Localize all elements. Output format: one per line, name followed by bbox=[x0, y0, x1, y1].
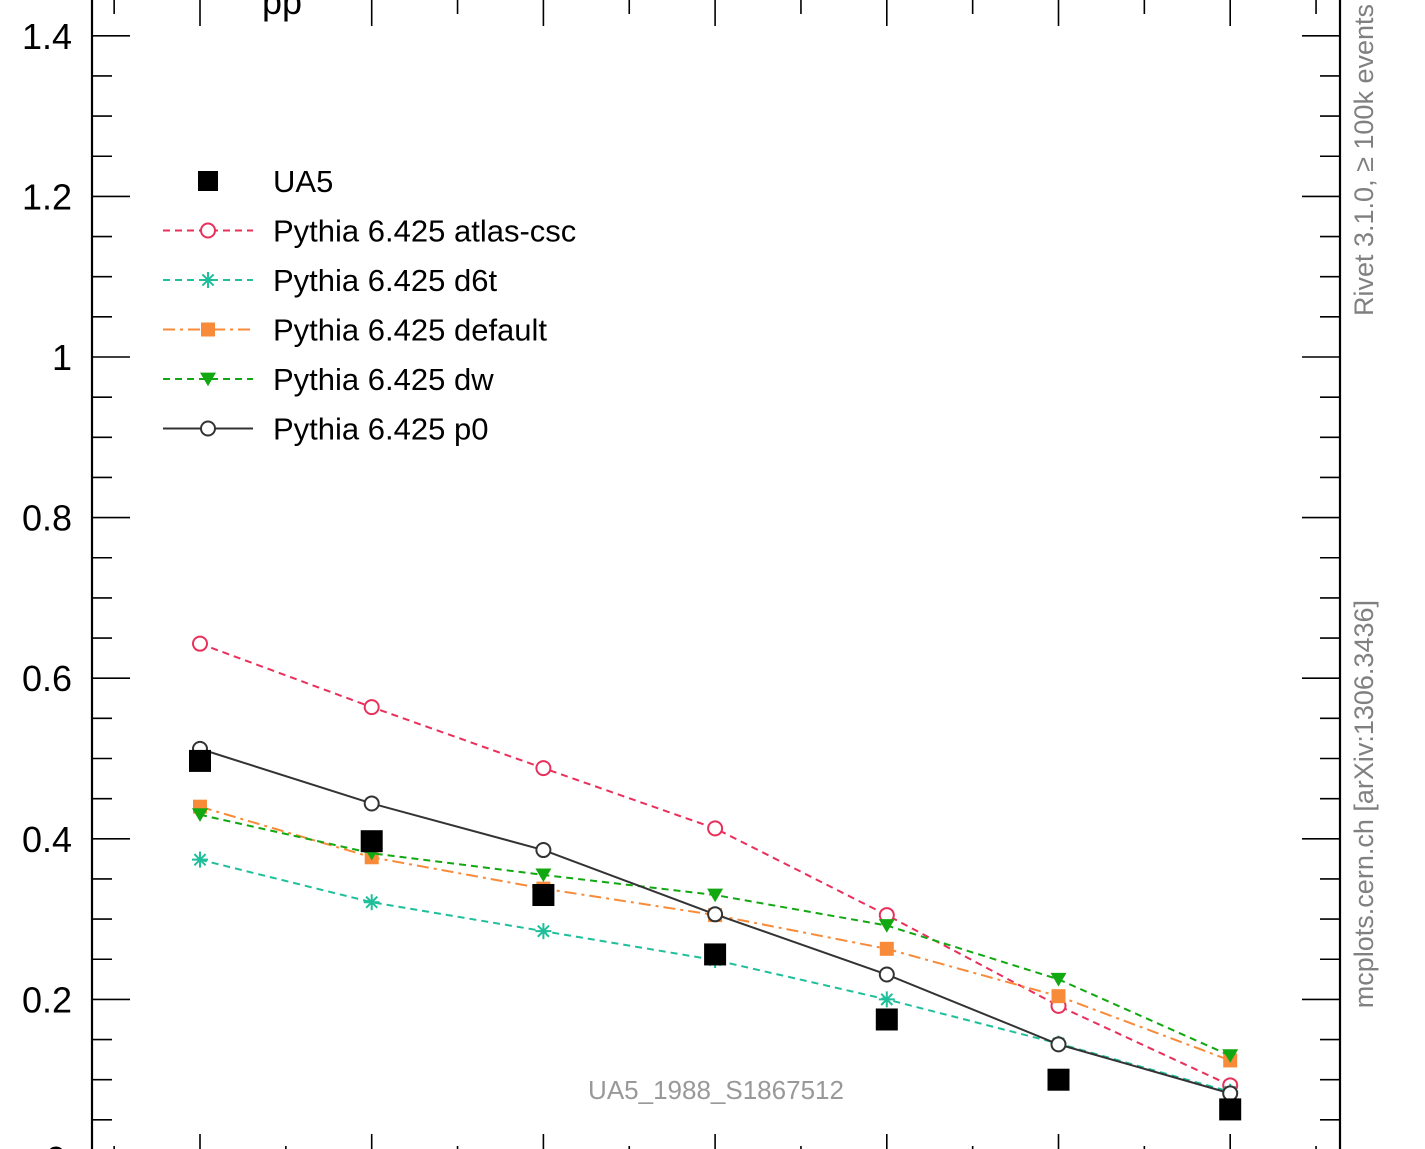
data-point bbox=[363, 894, 380, 911]
series-line bbox=[199, 642, 1231, 1087]
y-tick-labels: 0.2 0.4 0.6 0.8 1 1.2 1.4 bbox=[22, 16, 72, 1021]
data-point bbox=[535, 868, 552, 883]
legend-entry: Pythia 6.425 default bbox=[163, 313, 547, 348]
legend-label: Pythia 6.425 p0 bbox=[273, 412, 488, 447]
legend-label: UA5 bbox=[273, 164, 333, 199]
plot-title-fragment: pp bbox=[262, 0, 302, 22]
y-tick-label: 1.2 bbox=[22, 176, 72, 217]
data-point bbox=[1222, 1085, 1239, 1102]
legend: UA5 Pythia 6.425 atlas-csc Pythia 6.425 d6… bbox=[163, 164, 576, 447]
data-point bbox=[360, 830, 383, 853]
data-point bbox=[878, 919, 895, 933]
data-point bbox=[707, 906, 724, 923]
data-point bbox=[198, 171, 218, 191]
y-tick-label: 0.6 bbox=[22, 658, 72, 699]
analysis-watermark: UA5_1988_S1867512 bbox=[588, 1075, 844, 1105]
y-tick-label: 1.4 bbox=[22, 16, 72, 57]
data-point bbox=[1050, 1036, 1067, 1053]
series-pythia-6-425-dw bbox=[192, 808, 1239, 1063]
data-point bbox=[200, 222, 216, 239]
data-point bbox=[201, 322, 215, 337]
series-pythia-6-425-p0 bbox=[192, 740, 1239, 1102]
legend-label: Pythia 6.425 default bbox=[273, 313, 547, 348]
legend-entry: Pythia 6.425 p0 bbox=[163, 412, 488, 447]
legend-label: Pythia 6.425 dw bbox=[273, 362, 494, 397]
data-point bbox=[879, 941, 894, 956]
series-pythia-6-425-default bbox=[193, 799, 1238, 1068]
legend-label: Pythia 6.425 d6t bbox=[273, 263, 497, 298]
data-point bbox=[363, 699, 380, 716]
data-point bbox=[878, 991, 895, 1008]
data-point bbox=[1051, 989, 1066, 1004]
data-point bbox=[200, 420, 216, 437]
series-group bbox=[189, 635, 1242, 1121]
legend-entry: Pythia 6.425 atlas-csc bbox=[163, 214, 576, 249]
rivet-version-label: Rivet 3.1.0, ≥ 100k events bbox=[1349, 4, 1379, 316]
data-point bbox=[192, 851, 208, 868]
data-point bbox=[192, 808, 208, 822]
data-point bbox=[192, 635, 208, 652]
y-tick-label: 0.8 bbox=[22, 498, 72, 539]
y-tick-label: 1 bbox=[52, 337, 72, 378]
plot-frame bbox=[90, 0, 1342, 1149]
data-point bbox=[535, 760, 552, 777]
y-tick-label: 0.4 bbox=[22, 819, 72, 860]
data-point bbox=[200, 272, 216, 288]
data-point bbox=[535, 923, 552, 940]
legend-label: Pythia 6.425 atlas-csc bbox=[273, 214, 576, 249]
series-pythia-6-425-atlas-csc bbox=[192, 635, 1239, 1094]
data-point bbox=[707, 888, 724, 903]
series-line bbox=[199, 805, 1231, 1062]
data-point bbox=[189, 749, 211, 772]
y-tick-label: 0.2 bbox=[22, 979, 72, 1020]
axis-ticks bbox=[92, 0, 1340, 1149]
mcplots-reference-label: mcplots.cern.ch [arXiv:1306.3436] bbox=[1349, 600, 1379, 1008]
y-zero-fragment: 0 bbox=[46, 1139, 66, 1149]
data-point bbox=[704, 943, 727, 966]
data-point bbox=[1050, 972, 1067, 987]
data-point bbox=[200, 372, 216, 387]
data-point bbox=[1219, 1098, 1242, 1121]
data-point bbox=[363, 795, 380, 812]
data-point bbox=[535, 842, 552, 859]
series-ua5 bbox=[189, 749, 1242, 1121]
data-point bbox=[1222, 1049, 1239, 1063]
data-point bbox=[707, 820, 724, 837]
data-point bbox=[875, 1008, 898, 1031]
data-point bbox=[1047, 1068, 1070, 1091]
data-point bbox=[532, 884, 555, 907]
legend-entry: UA5 bbox=[198, 164, 333, 199]
legend-entry: Pythia 6.425 dw bbox=[163, 362, 494, 397]
legend-entry: Pythia 6.425 d6t bbox=[163, 263, 497, 298]
data-point bbox=[878, 966, 895, 983]
series-line bbox=[199, 813, 1231, 1057]
